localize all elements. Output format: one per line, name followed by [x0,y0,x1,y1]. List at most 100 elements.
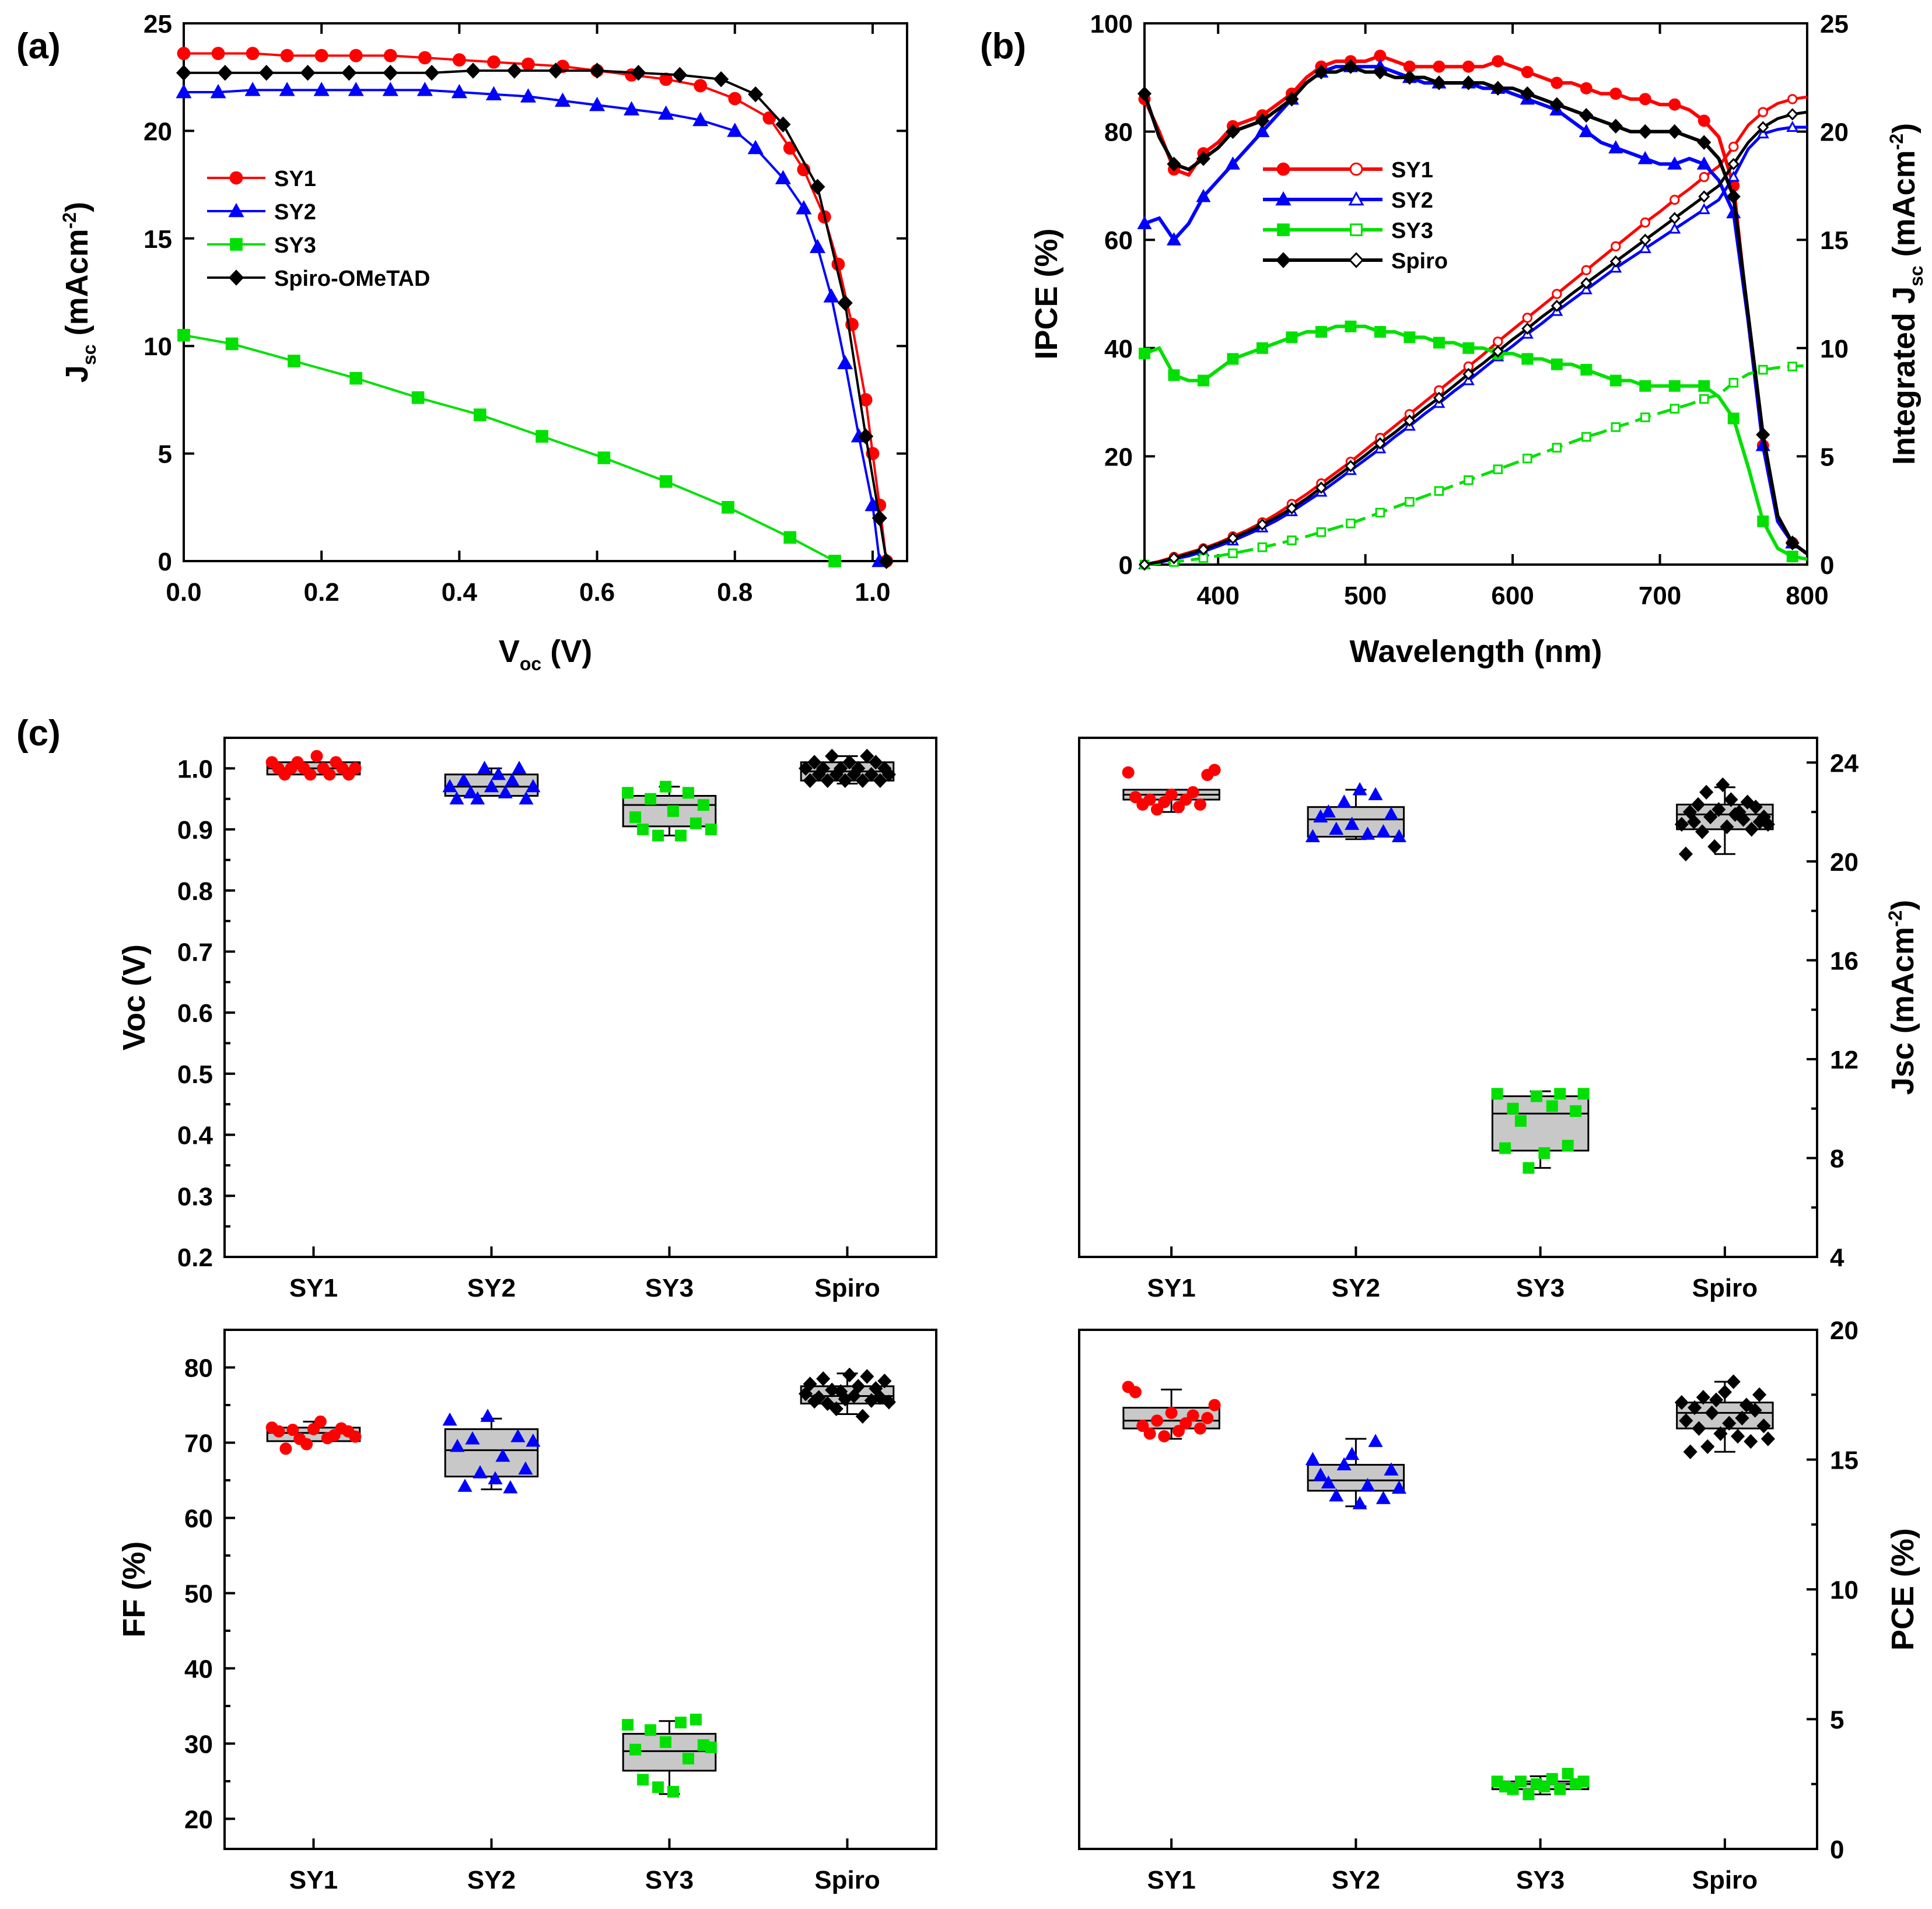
ipce-point-SY3 [1521,353,1534,365]
box-point-SY1 [1129,1386,1142,1399]
label-part: sc [79,344,100,365]
box-point-SY1 [1165,1406,1178,1419]
ipce-point-SY3 [1462,342,1475,354]
label-part: ) [60,202,94,212]
jsc-point-SY3 [1552,443,1562,453]
jsc-point-Spiro [1345,460,1357,472]
box-point-SY1 [349,762,362,775]
panel-c1-frame [223,737,937,1258]
x-tick-label: SY2 [1332,1274,1380,1302]
label-part: Voc (V) [117,944,152,1050]
ipce-point-SY2 [1637,150,1653,164]
panel-a-frame [183,22,908,562]
jsc-point-Spiro [1227,532,1239,545]
box-point-Spiro [1678,846,1693,861]
box-point-Spiro [1720,819,1734,835]
jsc-point-SY1 [1552,289,1562,299]
label-part: -2 [59,212,80,229]
x-tick-label: 400 [1197,582,1240,610]
box-point-SY1 [1165,788,1178,801]
box-point-SY3 [682,1753,694,1765]
data-point-Spiro-OMeTAD [858,428,874,444]
legend-label-SY1: SY1 [274,167,316,191]
panel-c4: SY1 SY2 SY3 Spiro 0 5 10 15 20 PCE (%) [1078,1316,1920,1894]
y-tick-label: 80 [1104,118,1133,147]
box-point-Spiro [1712,802,1726,817]
ipce-point-SY3 [1727,412,1740,425]
box-point-SY2 [442,1412,457,1426]
box-point-Spiro [807,755,822,770]
data-point-SY1 [487,55,501,69]
box-point-SY3 [629,811,642,824]
data-point-SY2 [348,82,364,96]
y-tick-label: 0.5 [177,1060,213,1089]
data-point-Spiro-OMeTAD [548,62,564,79]
y2-tick-label: 10 [1820,335,1849,363]
box-point-Spiro [842,755,857,770]
jsc-point-SY3 [1611,422,1621,432]
box-point-SY2 [526,779,541,793]
box-point-SY2 [495,1448,510,1462]
box-point-SY2 [1321,804,1336,818]
box-point-SY1 [1180,793,1192,806]
jsc-point-SY1 [1670,194,1680,205]
box-point-Spiro [1688,1400,1702,1416]
box-point-Spiro [1704,1405,1719,1421]
box-point-Spiro [1690,797,1706,812]
ipce-point-SY3 [1609,374,1622,387]
data-point-SY2 [624,101,640,115]
x-tick-label: 0.6 [579,578,615,607]
data-point-Spiro-OMeTAD [258,65,274,81]
ipce-point-SY2 [1137,216,1152,229]
box-point-Spiro [1699,784,1714,800]
box-point-SY3 [629,1743,642,1756]
ipce-line-SY1 [1143,54,1808,555]
box-point-SY2 [519,791,534,805]
ipce-point-SY1 [1580,82,1592,94]
box-point-SY1 [349,1430,362,1443]
box-point-SY2 [465,1431,480,1445]
y-axis-title: Jsc (mAcm-2) [1885,900,1920,1095]
data-point-Spiro-OMeTAD [589,62,605,79]
x-tick-label: 800 [1786,582,1828,610]
box-point-Spiro [1717,1385,1732,1400]
box-point-SY2 [450,1438,465,1452]
y-tick-label: 5 [158,440,172,469]
ipce-point-SY3 [1757,515,1769,527]
legend-marker-Spiro-OMeTAD [228,269,244,286]
box-point-SY1 [323,768,336,781]
box-point-Spiro [820,773,835,788]
jsc-point-Spiro [1197,543,1210,556]
box-point-SY3 [1546,1100,1558,1112]
box-point-SY1 [1194,1422,1206,1435]
box-point-SY2 [484,779,499,793]
x-tick-label: 0.8 [717,578,752,607]
box-point-SY2 [1384,807,1399,820]
ipce-point-Spiro [1314,64,1329,80]
data-point-SY2 [520,88,537,103]
box-point-SY3 [1538,1147,1550,1159]
box-point-SY1 [1143,793,1156,806]
y-axis-title: Voc (V) [117,944,152,1050]
ipce-point-SY3 [1168,369,1180,381]
box-point-SY3 [682,787,694,799]
data-point-SY3 [536,430,548,443]
box-point-SY2 [480,1409,495,1422]
jsc-point-SY2 [1668,222,1681,234]
jsc-point-Spiro [1315,481,1328,494]
ipce-point-SY3 [1668,380,1681,392]
data-point-SY3 [349,372,363,385]
box-point-SY3 [637,824,649,836]
x-tick-label: Spiro [1692,1274,1758,1302]
ipce-point-SY1 [1668,98,1681,111]
jsc-point-Spiro [1786,108,1798,121]
box-point-Spiro [1744,1434,1758,1449]
data-point-SY1 [418,51,432,65]
box-point-Spiro [1707,839,1722,854]
box-point-SY3 [1562,1140,1574,1152]
box-point-SY3 [622,1719,634,1731]
y-axis-title: PCE (%) [1885,1528,1920,1651]
ipce-point-Spiro [1343,59,1358,74]
box-point-SY1 [1208,1399,1221,1411]
